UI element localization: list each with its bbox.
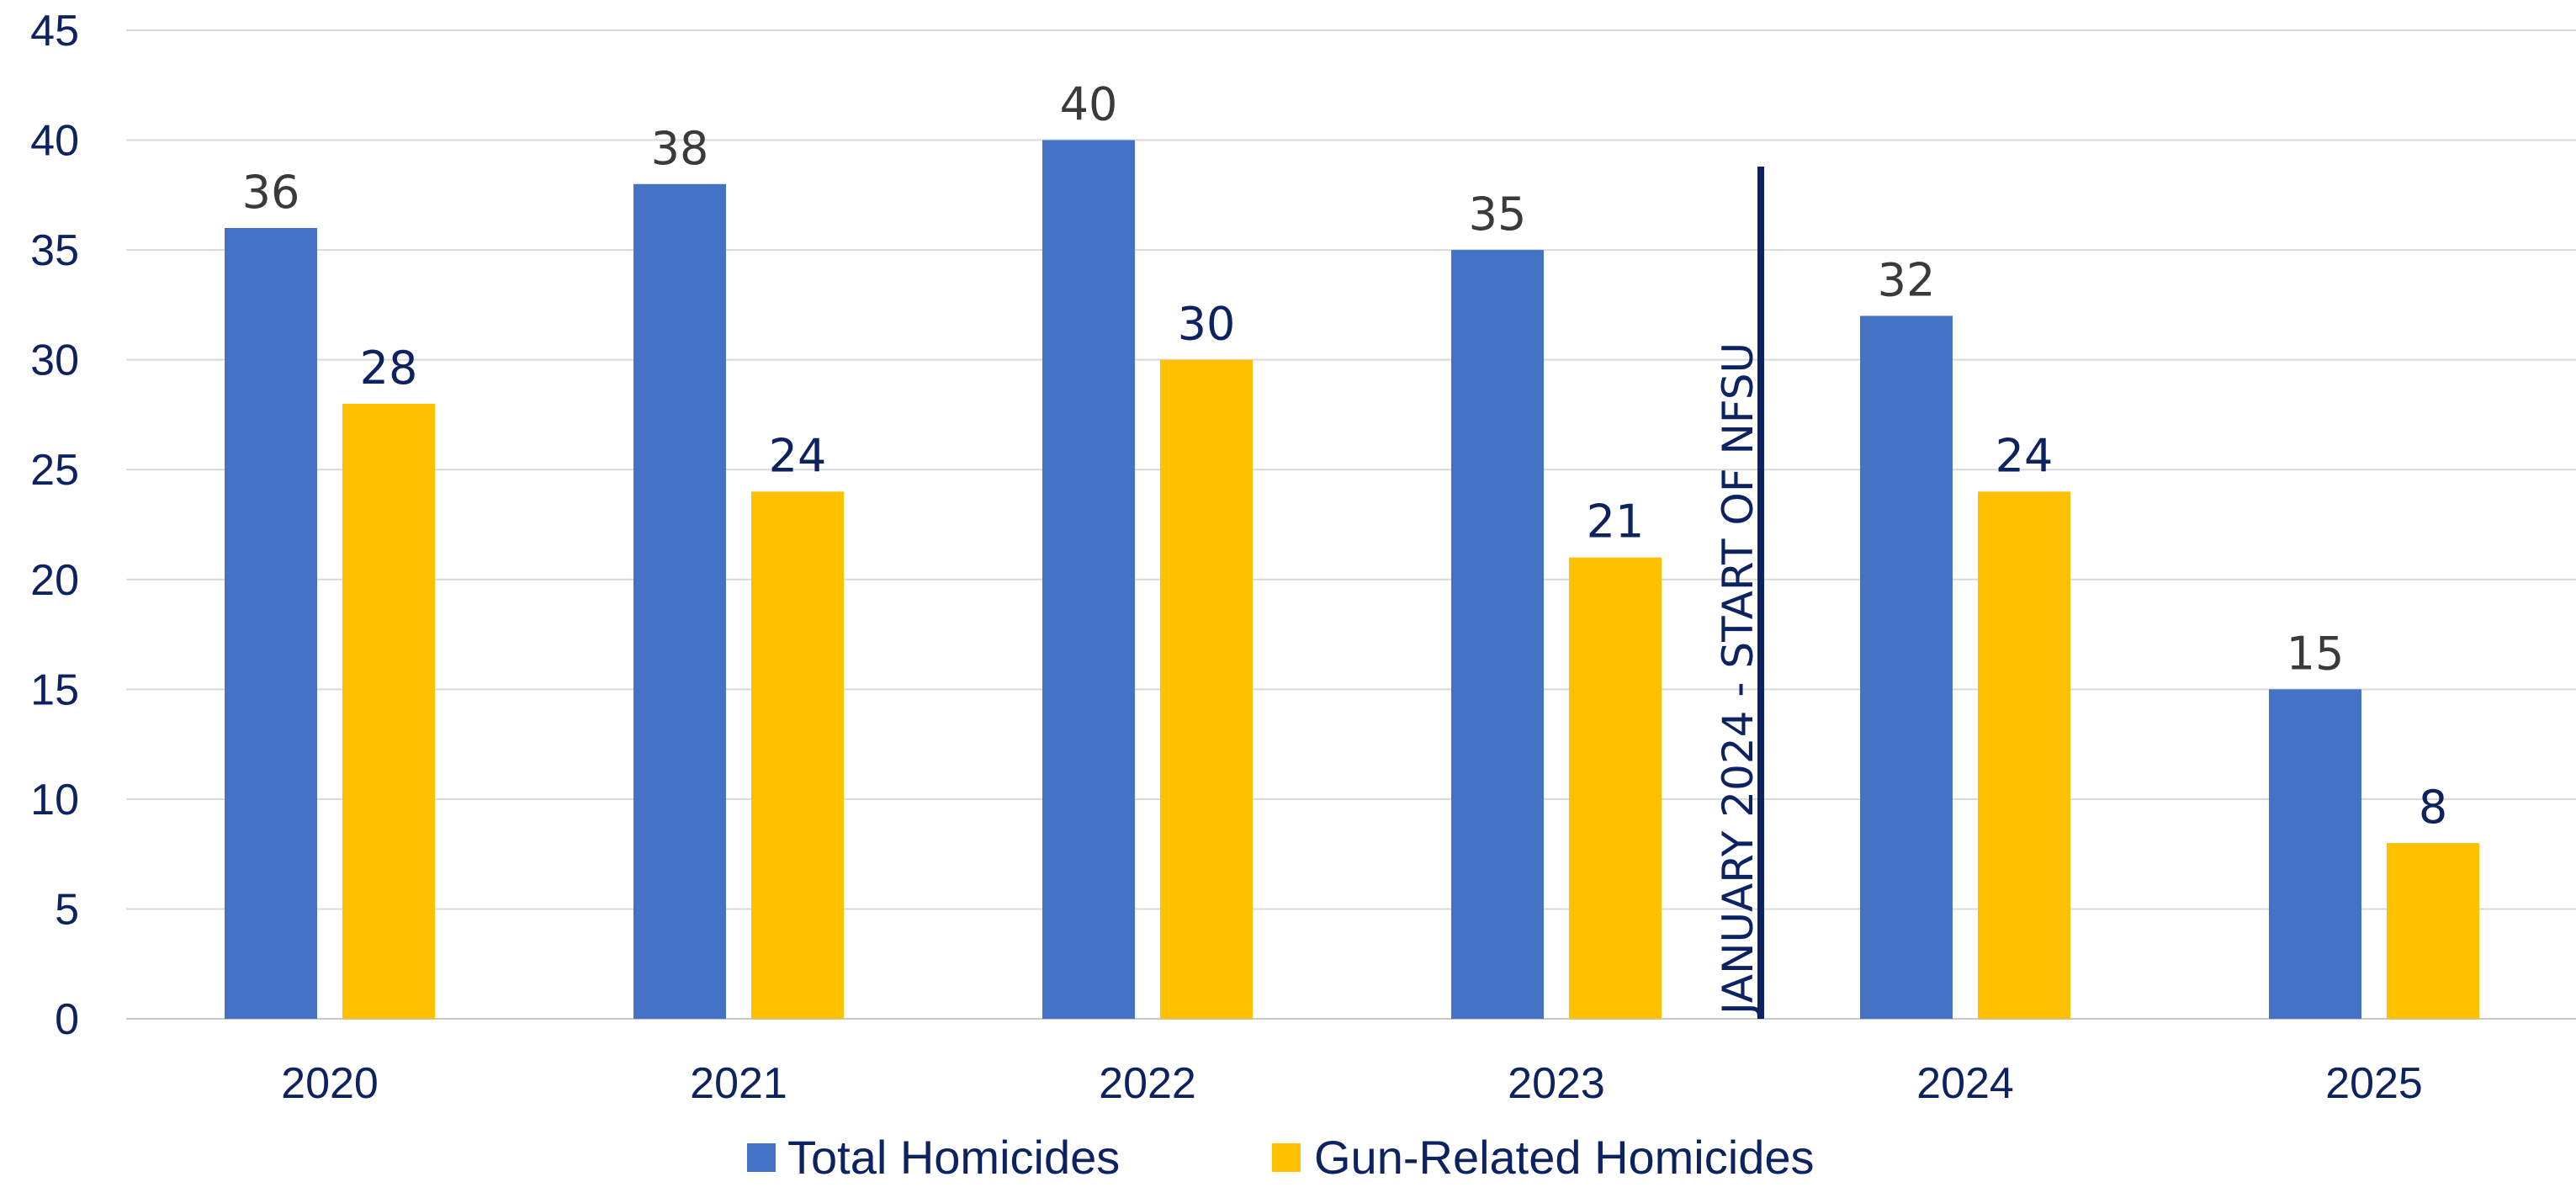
value-label-total-2025: 15 bbox=[2287, 627, 2345, 680]
bar-gun-2023 bbox=[1569, 557, 1662, 1019]
value-label-total-2021: 38 bbox=[651, 122, 709, 175]
bar-gun-2025 bbox=[2387, 843, 2479, 1019]
y-tick-label: 5 bbox=[55, 885, 79, 934]
value-label-gun-2022: 30 bbox=[1178, 298, 1236, 351]
bar-total-2022 bbox=[1042, 140, 1135, 1020]
bars bbox=[225, 140, 2479, 1020]
y-tick-label: 10 bbox=[30, 776, 79, 824]
bar-gun-2020 bbox=[342, 403, 435, 1019]
x-tick-label-2024: 2024 bbox=[1916, 1059, 2014, 1108]
value-label-gun-2020: 28 bbox=[360, 342, 418, 395]
x-axis-ticks: 2020 2021 2022 2023 2024 2025 bbox=[281, 1059, 2423, 1108]
bar-gun-2021 bbox=[751, 491, 844, 1019]
legend-label-total: Total Homicides bbox=[787, 1131, 1120, 1184]
value-label-gun-2023: 21 bbox=[1587, 496, 1645, 549]
y-tick-label: 0 bbox=[55, 995, 79, 1044]
x-tick-label-2021: 2021 bbox=[690, 1059, 787, 1108]
nfsu-annotation-label: JANUARY 2024 - START OF NFSU bbox=[1714, 342, 1762, 1017]
x-tick-label-2022: 2022 bbox=[1099, 1059, 1196, 1108]
legend-swatch-total bbox=[747, 1143, 776, 1172]
value-label-gun-2021: 24 bbox=[769, 429, 827, 482]
legend-swatch-gun bbox=[1272, 1143, 1301, 1172]
x-tick-label-2025: 2025 bbox=[2325, 1059, 2423, 1108]
value-label-total-2024: 32 bbox=[1878, 253, 1936, 306]
legend-label-gun: Gun-Related Homicides bbox=[1314, 1131, 1814, 1184]
y-tick-label: 15 bbox=[30, 665, 79, 714]
y-axis-ticks: 0 5 10 15 20 25 30 35 40 45 bbox=[30, 7, 79, 1044]
value-label-gun-2024: 24 bbox=[1996, 429, 2054, 482]
x-tick-label-2023: 2023 bbox=[1508, 1059, 1605, 1108]
value-label-total-2020: 36 bbox=[242, 166, 300, 219]
data-labels: 36 28 38 24 40 30 35 21 32 24 15 8 bbox=[242, 78, 2448, 835]
bar-total-2025 bbox=[2269, 689, 2361, 1019]
bar-total-2024 bbox=[1860, 315, 1953, 1019]
legend: Total Homicides Gun-Related Homicides bbox=[747, 1131, 1814, 1184]
y-tick-label: 20 bbox=[30, 556, 79, 605]
y-tick-label: 35 bbox=[30, 226, 79, 275]
y-tick-label: 25 bbox=[30, 446, 79, 495]
value-label-total-2023: 35 bbox=[1469, 188, 1527, 241]
value-label-gun-2025: 8 bbox=[2419, 781, 2447, 834]
bar-total-2023 bbox=[1451, 250, 1544, 1020]
gridlines bbox=[126, 29, 2576, 1020]
bar-total-2020 bbox=[225, 228, 317, 1019]
y-tick-label: 30 bbox=[30, 337, 79, 385]
bar-gun-2024 bbox=[1978, 491, 2070, 1019]
y-tick-label: 45 bbox=[30, 7, 79, 56]
nfsu-annotation: JANUARY 2024 - START OF NFSU bbox=[1714, 167, 1764, 1019]
y-tick-label: 40 bbox=[30, 117, 79, 166]
bar-gun-2022 bbox=[1160, 359, 1253, 1020]
bar-total-2021 bbox=[633, 183, 726, 1019]
value-label-total-2022: 40 bbox=[1060, 78, 1118, 131]
x-tick-label-2020: 2020 bbox=[281, 1059, 379, 1108]
